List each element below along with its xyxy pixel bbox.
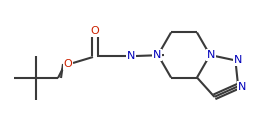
Text: O: O (64, 59, 72, 69)
Text: N: N (207, 50, 215, 60)
Text: N: N (238, 82, 246, 92)
Text: N: N (127, 51, 135, 61)
Text: O: O (91, 26, 99, 36)
Text: N: N (153, 50, 161, 60)
Text: N: N (234, 55, 242, 65)
